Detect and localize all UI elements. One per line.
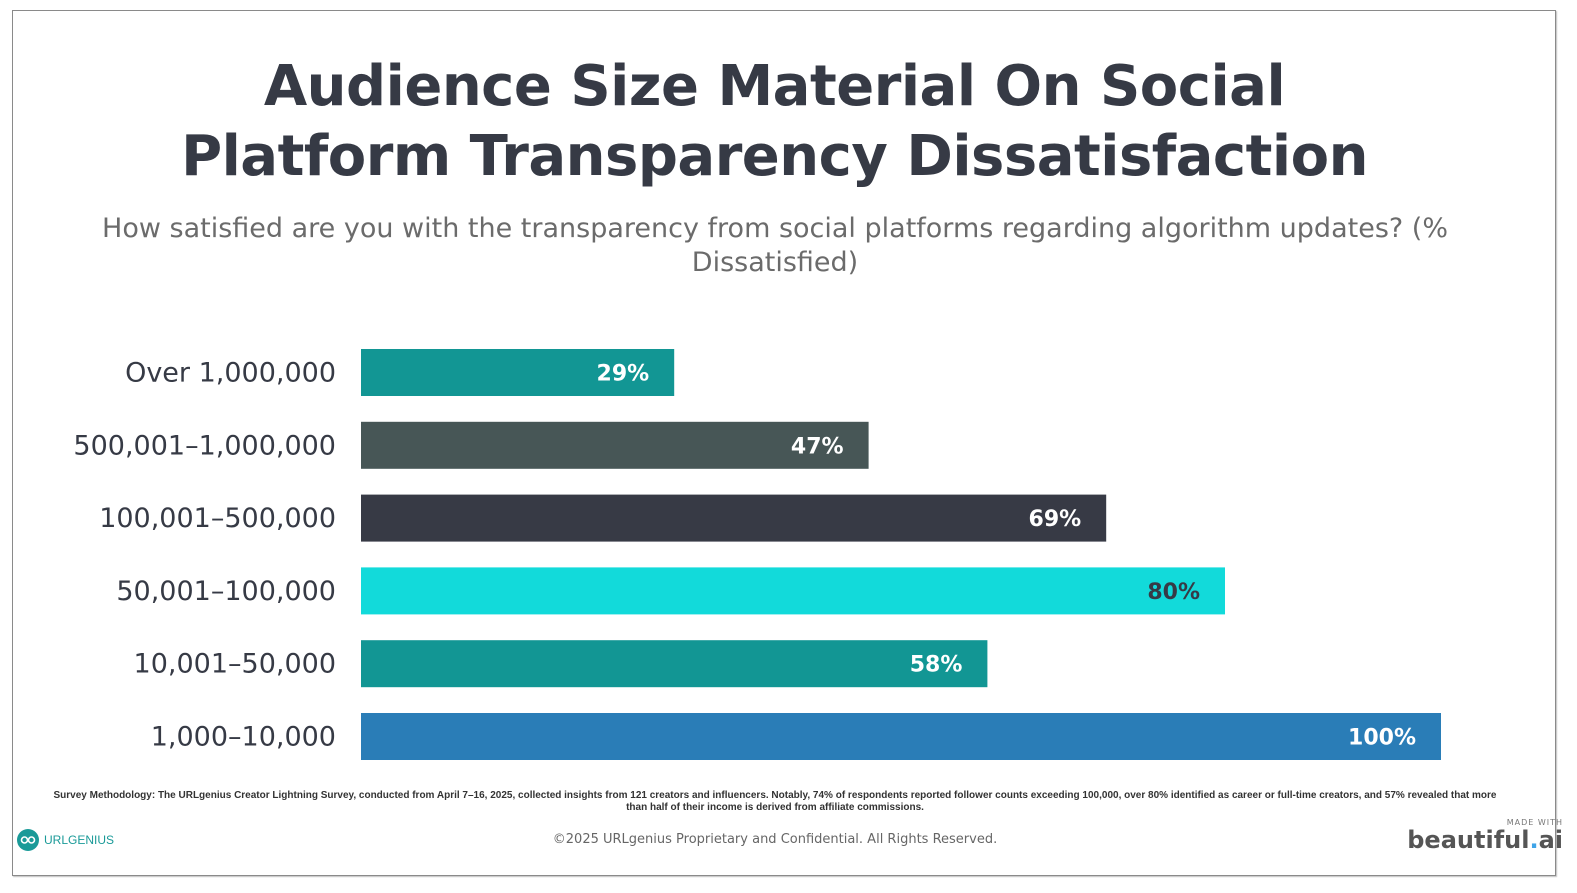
category-label: 1,000–10,000 [151, 722, 336, 753]
category-label: 500,001–1,000,000 [73, 430, 336, 461]
brand-suffix: ai [1538, 826, 1563, 854]
bar [361, 640, 988, 688]
glasses-icon [17, 829, 39, 851]
value-label: 47% [791, 434, 844, 459]
urlgenius-logo: URLGENIUS [17, 829, 114, 851]
value-label: 80% [1147, 580, 1200, 605]
category-label: 50,001–100,000 [116, 576, 336, 607]
bar [361, 567, 1225, 615]
title-line-2: Platform Transparency Dissatisfaction [181, 124, 1368, 189]
category-label: 10,001–50,000 [134, 649, 336, 680]
value-label: 100% [1348, 726, 1416, 751]
value-label: 29% [597, 362, 650, 387]
title-line-1: Audience Size Material On Social [263, 54, 1286, 119]
bar [361, 494, 1107, 542]
made-with-badge: MADE WITH beautiful.ai [1407, 818, 1563, 853]
chart-title: Audience Size Material On Social Platfor… [0, 52, 1549, 192]
bar [361, 349, 675, 396]
value-label: 69% [1029, 507, 1082, 532]
survey-methodology-note: Survey Methodology: The URLgenius Creato… [53, 790, 1497, 813]
brand-main: beautiful [1407, 826, 1530, 854]
category-label: Over 1,000,000 [125, 358, 336, 389]
logo-text: URLGENIUS [44, 833, 115, 847]
category-label: 100,001–500,000 [99, 503, 336, 534]
value-label: 58% [910, 653, 963, 678]
chart-subtitle: How satisfied are you with the transpare… [102, 213, 1448, 278]
bar [361, 713, 1441, 760]
brand-dot: . [1529, 826, 1539, 854]
made-with-label: MADE WITH [1506, 818, 1563, 827]
bar [361, 421, 869, 469]
beautiful-ai-logo: beautiful.ai [1407, 827, 1563, 853]
copyright-text: ©2025 URLgenius Proprietary and Confiden… [552, 832, 998, 847]
